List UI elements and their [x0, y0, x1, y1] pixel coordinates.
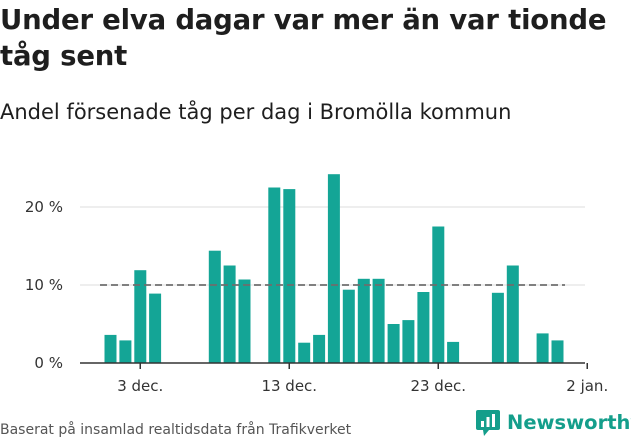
bar [313, 334, 326, 363]
bar [506, 265, 519, 363]
newsworthy-logo-icon [476, 410, 500, 436]
bar [149, 293, 162, 363]
bar [104, 334, 117, 363]
x-tick-label: 2 jan. [566, 377, 608, 395]
bar [387, 324, 400, 363]
bar [491, 292, 504, 363]
bar [402, 320, 415, 363]
bar [208, 250, 221, 363]
bar [417, 292, 430, 363]
chart-subtitle: Andel försenade tåg per dag i Bromölla k… [0, 100, 512, 124]
bar [372, 278, 385, 363]
y-tick-label: 10 % [25, 276, 63, 294]
y-tick-label: 20 % [25, 198, 63, 216]
bar [327, 174, 340, 363]
chart-title: Under elva dagar var mer än var tionde t… [0, 4, 607, 72]
bar [342, 289, 355, 363]
source-note: Baserat på insamlad realtidsdata från Tr… [0, 422, 352, 438]
bar [238, 279, 251, 363]
bar [223, 265, 236, 363]
bar [432, 226, 445, 363]
bar [536, 333, 549, 363]
bars [104, 174, 564, 363]
x-axis-ticks: 3 dec. 13 dec. 23 dec. 2 jan. [117, 363, 608, 395]
bar [447, 341, 460, 363]
bar [551, 340, 564, 363]
bar [268, 187, 281, 363]
bar [283, 189, 296, 363]
x-tick-label: 13 dec. [261, 377, 317, 395]
bar [134, 270, 147, 363]
bar [119, 340, 132, 363]
y-tick-label: 0 % [34, 354, 63, 372]
bar [298, 342, 311, 363]
brand-name: Newsworthy [507, 411, 631, 434]
bar [357, 278, 370, 363]
x-tick-label: 23 dec. [410, 377, 466, 395]
newsworthy-logo: Newsworthy [475, 408, 631, 438]
x-tick-label: 3 dec. [117, 377, 163, 395]
y-axis-ticks: 0 % 10 % 20 % [25, 198, 63, 372]
